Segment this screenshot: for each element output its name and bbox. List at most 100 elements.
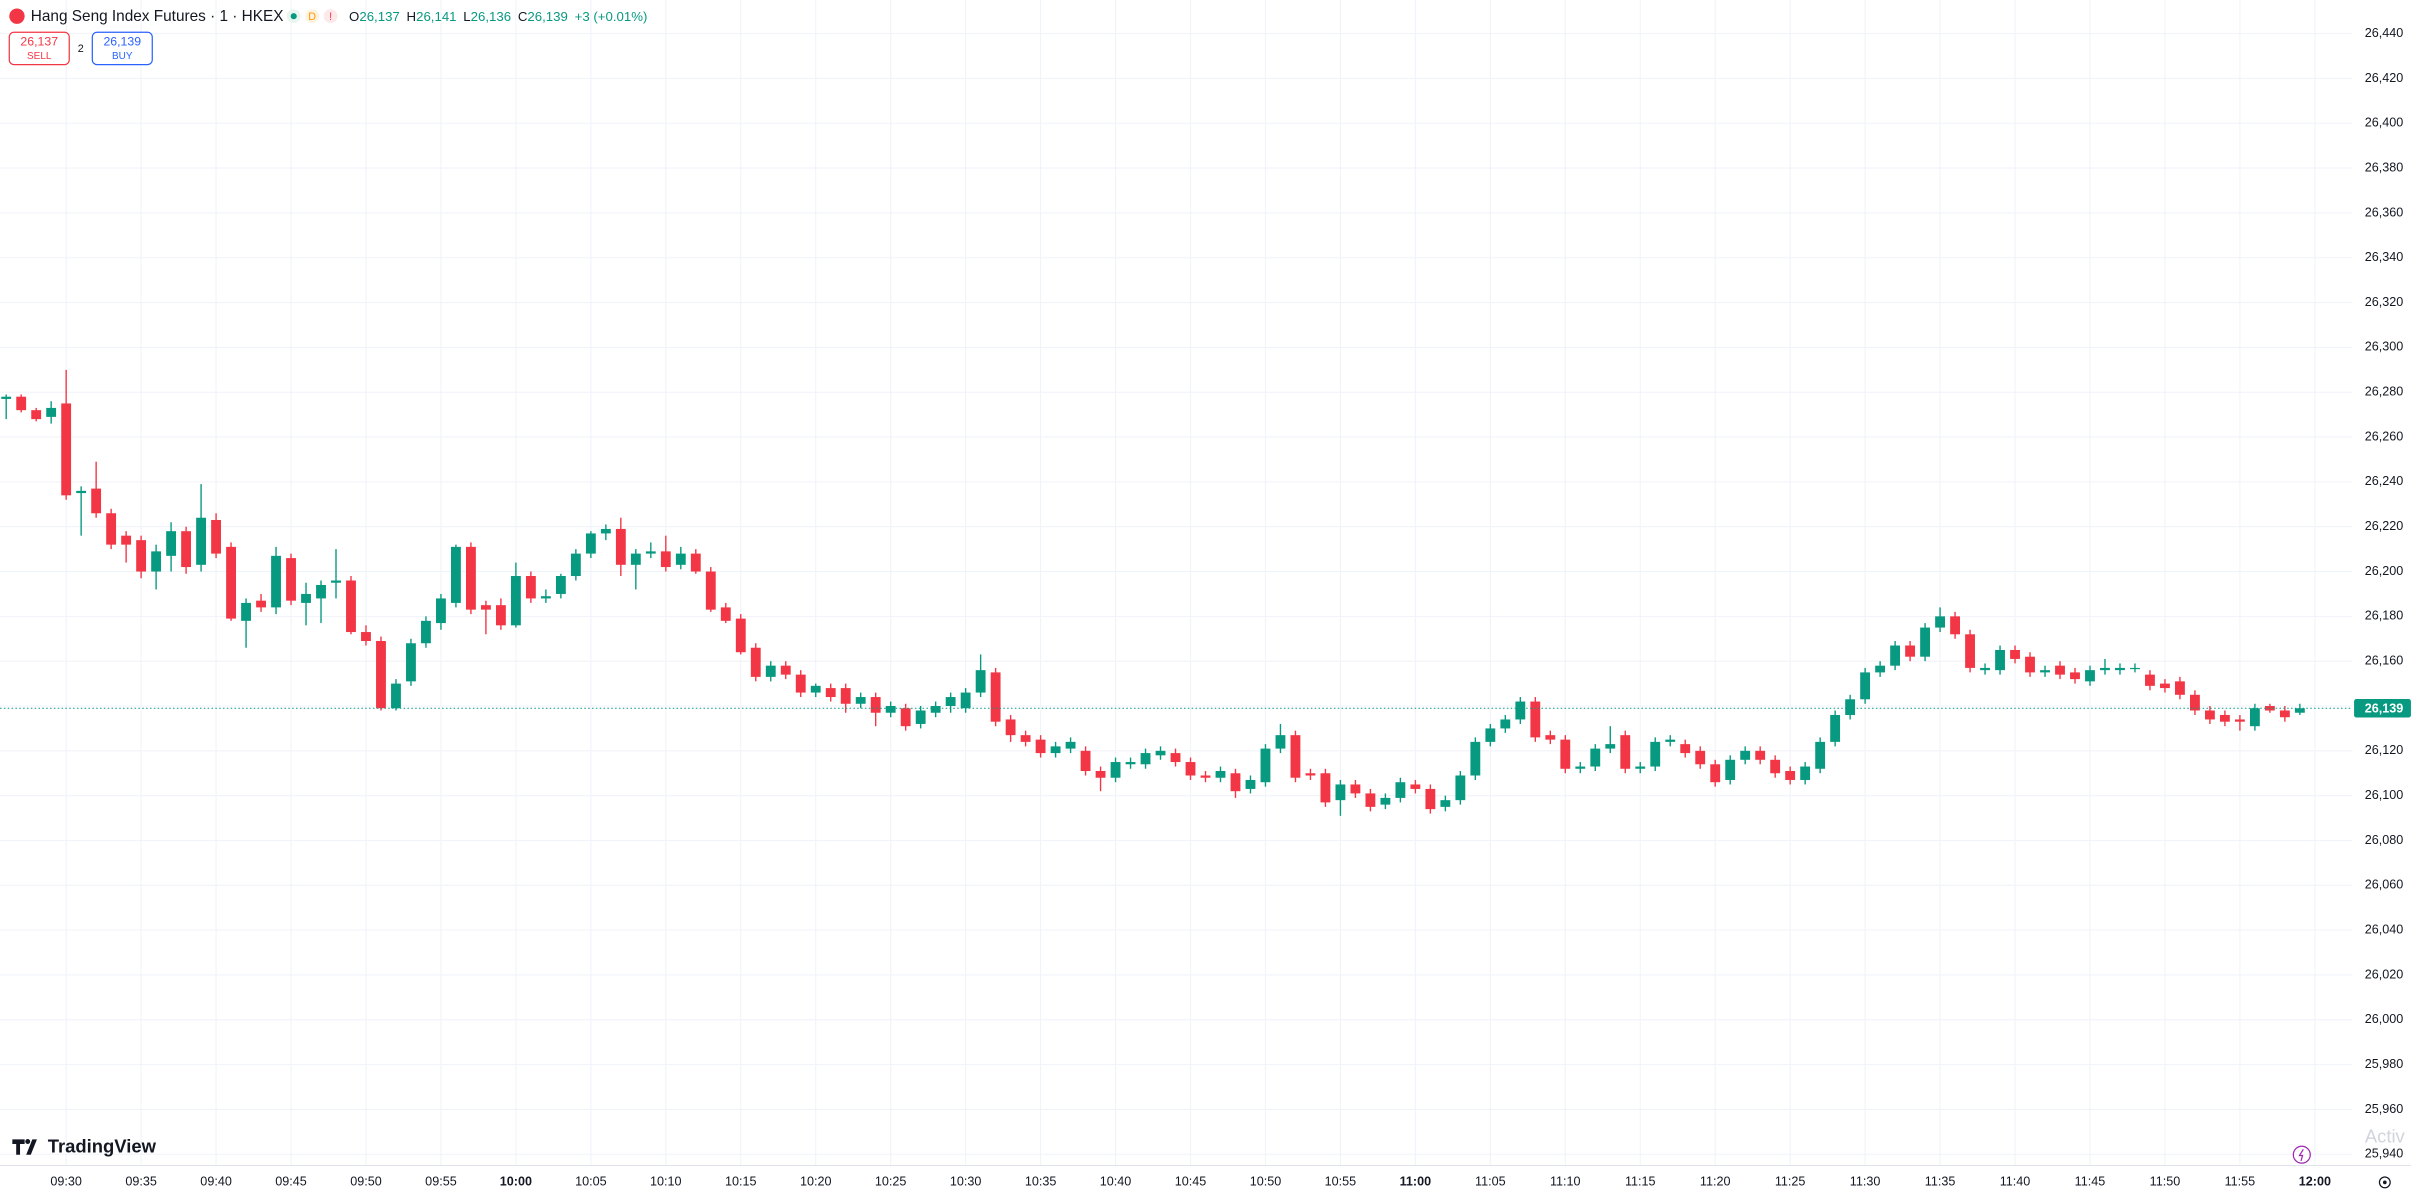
settings-button[interactable] xyxy=(2378,1176,2391,1189)
y-tick-label: 26,160 xyxy=(2365,654,2404,668)
candle-body xyxy=(181,531,192,568)
symbol-title[interactable]: Hang Seng Index Futures · 1 · HKEX xyxy=(31,8,284,25)
candle-body xyxy=(16,396,27,411)
y-tick-label: 26,340 xyxy=(2365,250,2404,264)
badge-alert[interactable]: ! xyxy=(329,11,332,23)
candle-body xyxy=(1725,759,1736,780)
candle-body xyxy=(2130,667,2140,670)
candle-body xyxy=(810,685,821,693)
candle-body xyxy=(271,555,281,608)
candle-body xyxy=(1785,771,1796,780)
candle-body xyxy=(540,596,551,599)
candle-body xyxy=(1950,616,1960,635)
candle-body xyxy=(1530,701,1541,738)
y-tick-label: 26,060 xyxy=(2365,878,2404,892)
ohlc-value: 26,141 xyxy=(416,8,456,23)
ohlc-key: L xyxy=(463,8,470,23)
candle-body xyxy=(1290,735,1301,778)
y-tick-label: 26,080 xyxy=(2365,833,2404,847)
candle-body xyxy=(480,605,491,610)
x-tick-label: 09:45 xyxy=(275,1175,307,1189)
y-tick-label: 26,400 xyxy=(2365,116,2404,130)
y-tick-label: 26,220 xyxy=(2365,519,2404,533)
x-tick-label: 11:10 xyxy=(1550,1175,1581,1189)
candle-body xyxy=(316,584,326,599)
sell-price: 26,137 xyxy=(20,35,58,49)
candle-body xyxy=(885,706,896,713)
x-tick-label: 10:10 xyxy=(650,1175,682,1189)
candle-body xyxy=(1365,793,1376,807)
spread: 2 xyxy=(78,43,84,55)
candle-body xyxy=(945,697,956,707)
candle-body xyxy=(555,576,566,594)
candle-body xyxy=(690,553,701,572)
badge-d[interactable]: D xyxy=(308,11,316,23)
candle-body xyxy=(1215,771,1226,778)
candle-body xyxy=(765,665,776,677)
candle-body xyxy=(61,403,72,496)
sell-label: SELL xyxy=(27,51,52,62)
candle-body xyxy=(1140,753,1151,765)
sell-button[interactable] xyxy=(8,31,70,66)
candle-body xyxy=(780,665,791,675)
candle-body xyxy=(975,670,986,693)
candle-body xyxy=(1245,779,1256,789)
candle-body xyxy=(1425,788,1436,810)
candle-body xyxy=(1890,645,1901,666)
candle-body xyxy=(675,553,686,565)
buy-button[interactable] xyxy=(91,31,153,66)
y-tick-label: 26,100 xyxy=(2365,788,2404,802)
candle-body xyxy=(46,407,57,417)
candle-body xyxy=(1770,759,1781,774)
candle-body xyxy=(1350,784,1361,794)
candle-body xyxy=(421,620,431,644)
y-tick-label: 26,280 xyxy=(2365,385,2404,399)
candle-body xyxy=(1035,739,1046,754)
candle-body xyxy=(1515,701,1526,720)
candle-body xyxy=(1575,766,1586,769)
symbol-logo[interactable] xyxy=(9,8,25,24)
candle-body xyxy=(2085,670,2095,682)
candle-body xyxy=(915,710,926,724)
candle-body xyxy=(1320,773,1331,803)
candle-body xyxy=(211,519,221,554)
candle-body xyxy=(660,551,671,568)
x-tick-label: 10:25 xyxy=(875,1175,907,1189)
activation-watermark: Activ xyxy=(2365,1126,2406,1147)
tradingview-logo[interactable]: TradingView xyxy=(12,1136,157,1157)
candle-body xyxy=(2025,656,2035,673)
x-tick-label: 11:00 xyxy=(1400,1175,1432,1189)
x-tick-label: 11:35 xyxy=(1925,1175,1956,1189)
ohlc-value: 26,137 xyxy=(359,8,399,23)
candle-body xyxy=(570,553,581,577)
ohlc-legend: O26,137 H26,141 L26,136 C26,139 +3 (+0.0… xyxy=(349,8,647,23)
candle-body xyxy=(1185,762,1196,776)
candle-body xyxy=(2175,681,2185,695)
x-tick-label: 10:05 xyxy=(575,1175,607,1189)
candle-body xyxy=(196,517,207,565)
candle-body xyxy=(1125,762,1136,765)
candle-body xyxy=(1050,746,1061,754)
x-tick-label: 12:00 xyxy=(2299,1175,2331,1189)
candle-body xyxy=(2249,708,2260,727)
candle-body xyxy=(720,607,731,621)
y-tick-label: 25,940 xyxy=(2365,1147,2404,1161)
candle-body xyxy=(1800,766,1811,780)
candle-body xyxy=(1860,672,1871,700)
candle-body xyxy=(2115,667,2125,671)
x-tick-label: 10:00 xyxy=(500,1175,532,1189)
y-tick-label: 26,020 xyxy=(2365,967,2404,981)
lightning-button[interactable] xyxy=(2292,1145,2311,1164)
candle-body xyxy=(436,598,446,624)
logo-text: TradingView xyxy=(48,1136,157,1157)
candle-body xyxy=(1005,719,1016,736)
candle-body xyxy=(1875,665,1886,673)
candle-body xyxy=(106,513,117,545)
candle-body xyxy=(241,602,251,621)
x-tick-label: 10:40 xyxy=(1100,1175,1132,1189)
candle-body xyxy=(1260,748,1271,783)
candle-body xyxy=(2204,710,2215,720)
candle-body xyxy=(870,697,881,713)
candle-body xyxy=(1470,741,1481,776)
